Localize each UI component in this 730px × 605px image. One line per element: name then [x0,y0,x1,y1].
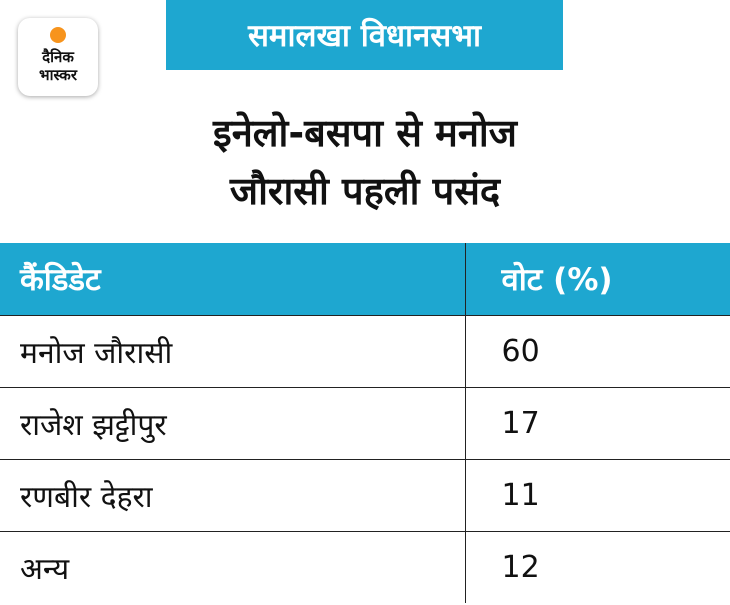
table-header-row: कैंडिडेट वोट (%) [0,243,730,315]
vote-percent: 60 [464,314,730,387]
sun-icon [50,27,66,43]
headline-line2: जौरासी पहली पसंद [229,169,501,213]
constituency-banner: समालखा विधानसभा [166,0,563,70]
headline-line1: इनेलो-बसपा से मनोज [213,111,517,155]
candidate-name: अन्य [0,530,465,603]
header-candidate: कैंडिडेट [0,243,465,315]
table-row: रणबीर देहरा 11 [0,458,730,531]
vote-percent: 12 [464,530,730,603]
results-table: कैंडिडेट वोट (%) मनोज जौरासी 60 राजेश झट… [0,243,730,603]
candidate-name: मनोज जौरासी [0,314,465,387]
table-row: मनोज जौरासी 60 [0,314,730,387]
logo-text-line1: दैनिक [42,48,74,66]
candidate-name: राजेश झट्टीपुर [0,386,465,459]
table-row: राजेश झट्टीपुर 17 [0,386,730,459]
dainik-bhaskar-logo: दैनिक भास्कर [18,18,98,96]
header-votes: वोट (%) [464,243,730,315]
logo-text-line2: भास्कर [39,66,77,84]
headline: इनेलो-बसपा से मनोज जौरासी पहली पसंद [0,104,730,220]
vote-percent: 17 [464,386,730,459]
candidate-name: रणबीर देहरा [0,458,465,531]
vote-percent: 11 [464,458,730,531]
table-row: अन्य 12 [0,530,730,603]
